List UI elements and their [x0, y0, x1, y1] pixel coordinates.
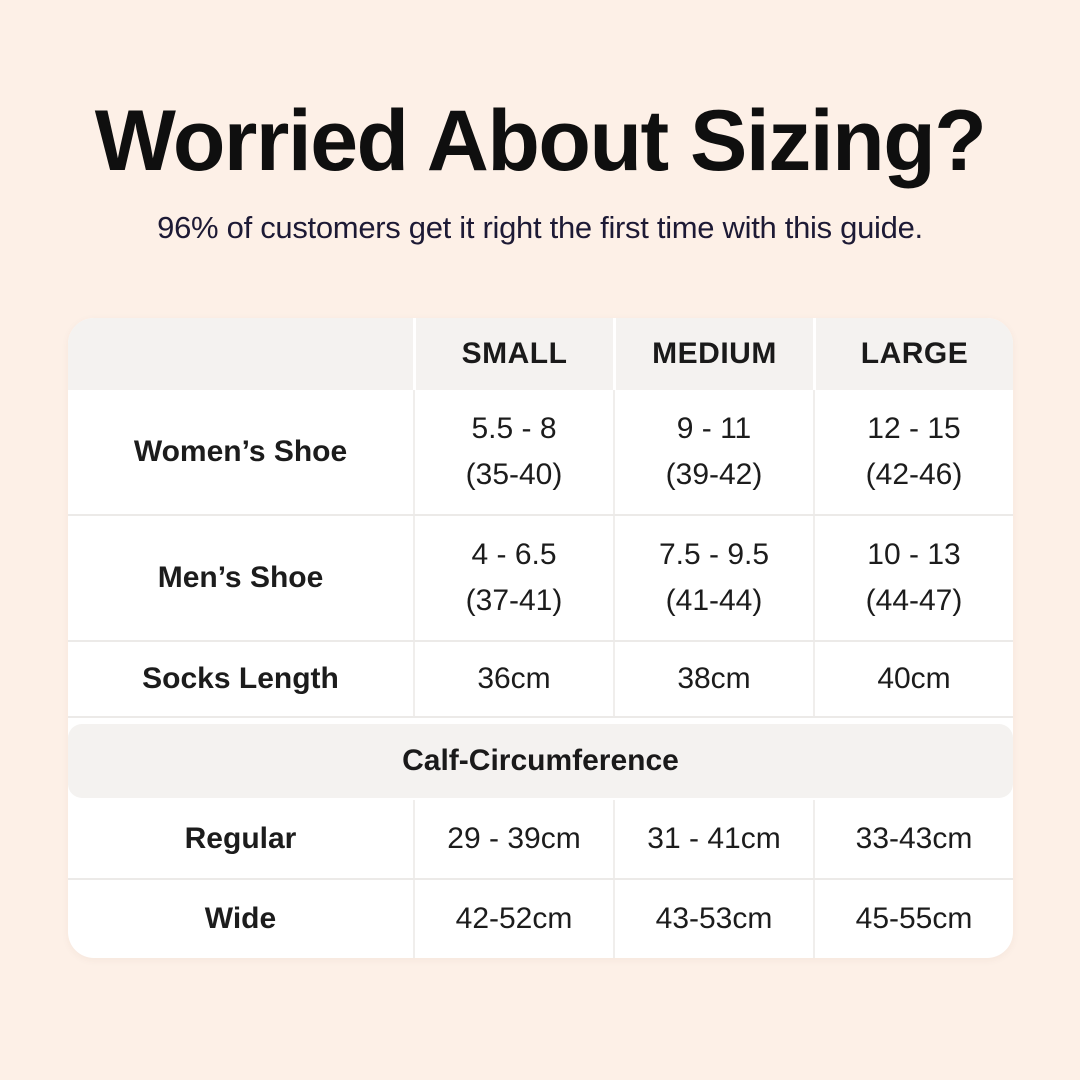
column-header-small: SMALL: [413, 318, 613, 390]
value-line: (39-42): [665, 458, 763, 491]
value-line: (37-41): [465, 584, 563, 617]
section-header-calf-circumference: Calf-Circumference: [68, 724, 1013, 798]
value-line: (44-47): [865, 584, 963, 617]
page-title: Worried About Sizing?: [94, 93, 987, 189]
table-header-row: SMALL MEDIUM LARGE: [68, 318, 1013, 390]
cell-wide-small: 42-52cm: [413, 880, 613, 958]
row-label-regular: Regular: [184, 821, 297, 855]
sizing-table: SMALL MEDIUM LARGE Women’s Shoe 5.5 - 8 …: [68, 318, 1013, 958]
cell-wide-large: 45-55cm: [813, 880, 1013, 958]
cell-mens-small: 4 - 6.5 (37-41): [413, 516, 613, 640]
column-header-large: LARGE: [813, 318, 1013, 390]
hero-section: Worried About Sizing? 96% of customers g…: [0, 0, 1080, 246]
cell-wide-medium: 43-53cm: [613, 880, 813, 958]
table-row: Regular 29 - 39cm 31 - 41cm 33-43cm: [68, 800, 1013, 880]
column-header-medium: MEDIUM: [613, 318, 813, 390]
cell-socks-small: 36cm: [413, 642, 613, 716]
value-line: (35-40): [465, 458, 563, 491]
row-label-womens-shoe: Women’s Shoe: [133, 434, 348, 468]
value-line: (41-44): [665, 584, 763, 617]
cell-regular-large: 33-43cm: [813, 800, 1013, 878]
row-label-wide: Wide: [204, 901, 277, 935]
value-line: (42-46): [865, 458, 963, 491]
cell-regular-small: 29 - 39cm: [413, 800, 613, 878]
cell-womens-large: 12 - 15 (42-46): [813, 390, 1013, 514]
column-header-empty: [68, 318, 413, 390]
row-label-socks-length: Socks Length: [142, 661, 339, 695]
cell-mens-medium: 7.5 - 9.5 (41-44): [613, 516, 813, 640]
table-row: Socks Length 36cm 38cm 40cm: [68, 642, 1013, 718]
value-line: 9 - 11: [676, 411, 752, 445]
value-line: 5.5 - 8: [471, 411, 557, 445]
page-subtitle: 96% of customers get it right the first …: [157, 210, 923, 246]
value-line: 4 - 6.5: [471, 537, 557, 571]
value-line: 10 - 13: [867, 537, 961, 571]
table-row: Women’s Shoe 5.5 - 8 (35-40) 9 - 11 (39-…: [68, 390, 1013, 516]
cell-womens-medium: 9 - 11 (39-42): [613, 390, 813, 514]
value-line: 7.5 - 9.5: [658, 537, 770, 571]
table-row: Men’s Shoe 4 - 6.5 (37-41) 7.5 - 9.5 (41…: [68, 516, 1013, 642]
cell-mens-large: 10 - 13 (44-47): [813, 516, 1013, 640]
cell-socks-medium: 38cm: [613, 642, 813, 716]
cell-socks-large: 40cm: [813, 642, 1013, 716]
cell-regular-medium: 31 - 41cm: [613, 800, 813, 878]
cell-womens-small: 5.5 - 8 (35-40): [413, 390, 613, 514]
table-row: Wide 42-52cm 43-53cm 45-55cm: [68, 880, 1013, 958]
value-line: 12 - 15: [867, 411, 961, 445]
row-label-mens-shoe: Men’s Shoe: [157, 560, 324, 594]
